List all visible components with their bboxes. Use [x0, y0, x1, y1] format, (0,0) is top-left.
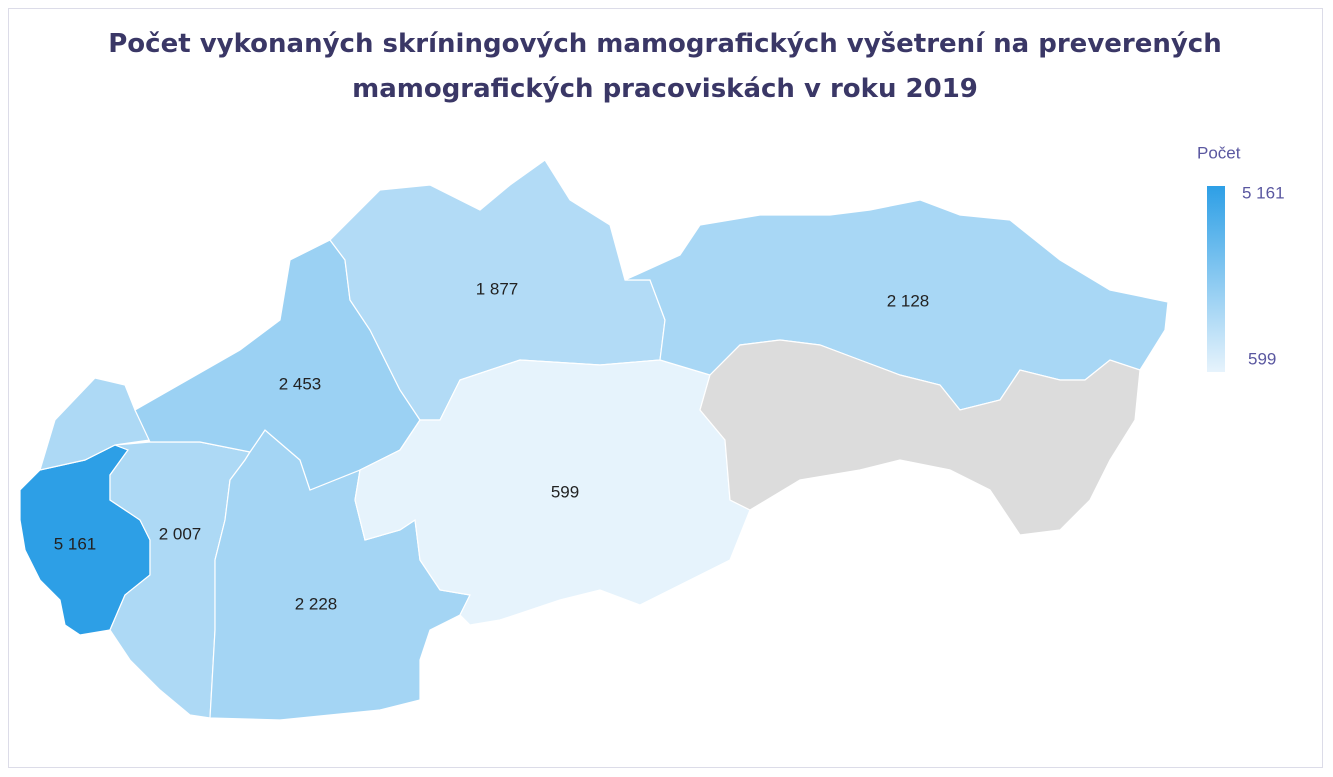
- region-label: 599: [551, 482, 579, 501]
- region-label: 2 007: [159, 524, 202, 543]
- map-frame: [8, 8, 1323, 768]
- legend-title: Počet: [1197, 143, 1241, 162]
- legend-gradient: [1207, 186, 1225, 372]
- region-label: 2 453: [279, 374, 322, 393]
- region-label: 1 877: [476, 279, 519, 298]
- region: [699, 339, 1141, 536]
- legend-label: 599: [1248, 349, 1276, 368]
- region: [354, 359, 751, 626]
- region-label: 5 161: [54, 534, 97, 553]
- region-label: 2 228: [295, 594, 338, 613]
- region-label: 2 128: [887, 291, 930, 310]
- legend-label: 5 161: [1242, 183, 1285, 202]
- chart-title: Počet vykonaných skríningových mamografi…: [108, 29, 1222, 104]
